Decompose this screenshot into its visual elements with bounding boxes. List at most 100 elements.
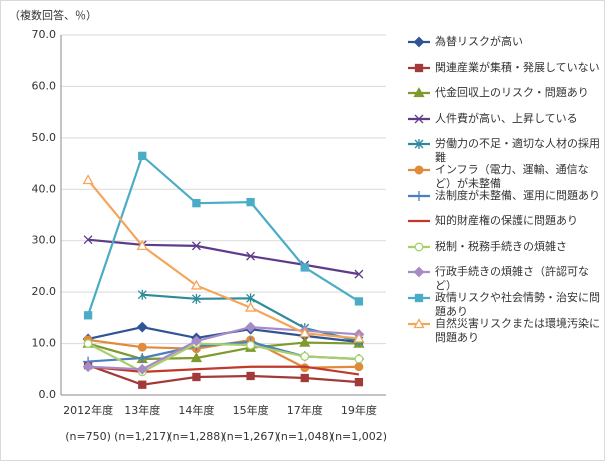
legend-item: 代金回収上のリスク・問題あり: [407, 86, 602, 112]
legend-label: 行政手続きの煩雑さ（許認可など）: [435, 265, 589, 293]
legend-label: 人件費が高い、上昇している: [435, 111, 578, 125]
legend-icon: [408, 36, 430, 48]
marker: [82, 174, 94, 185]
series-line: [87, 341, 359, 361]
x-tick-label: 19年度: [341, 403, 377, 417]
marker: [246, 293, 256, 304]
plot: （複数回答、％） 0.0 10.0 20.0 30.0 40.0 50.0 60.0 70.0…: [9, 8, 387, 443]
y-tick-label: 10.0: [32, 337, 57, 350]
marker: [414, 165, 424, 175]
legend-label: 関連産業が集積・発展していない: [435, 60, 600, 74]
y-axis-label: （複数回答、％）: [9, 8, 97, 22]
series-line: [87, 238, 360, 276]
legend-icon: [408, 63, 430, 72]
legend-icon: [408, 139, 430, 150]
legend-label: 知的財産権の保護に問題あり: [435, 214, 578, 228]
marker: [354, 354, 364, 364]
x-tick-note: (n=750): [65, 430, 111, 443]
legend-icon: [408, 114, 430, 124]
marker: [299, 327, 311, 338]
marker: [414, 114, 424, 124]
series-line: [87, 342, 359, 374]
marker: [414, 63, 424, 72]
legend-icon: [408, 242, 430, 252]
legend-label: 為替リスクが高い: [435, 35, 523, 48]
marker: [299, 336, 311, 347]
x-tick-note: (n=1,267): [222, 430, 278, 443]
legend-icon: [408, 220, 430, 223]
marker: [137, 289, 147, 300]
legend-item: 労働力の不足・適切な人材の採用難: [407, 137, 602, 165]
marker: [190, 279, 203, 290]
marker: [244, 301, 257, 312]
legend-item: 人件費が高い、上昇している: [407, 112, 602, 138]
series-line: [87, 364, 360, 386]
legend-item: 行政手続きの煩雑さ（許認可など）: [407, 265, 602, 293]
marker: [414, 242, 424, 252]
marker: [138, 151, 147, 161]
marker: [413, 266, 425, 278]
marker: [353, 332, 365, 343]
marker: [138, 380, 147, 389]
marker: [192, 199, 201, 208]
legend-item: 法制度が未整備、運用に問題あり: [407, 189, 602, 215]
legend-item: 為替リスクが高い: [407, 35, 602, 61]
marker: [300, 351, 310, 361]
series-line: [88, 326, 359, 371]
marker: [354, 362, 364, 372]
legend-icon: [408, 87, 430, 98]
marker: [414, 190, 424, 201]
marker: [137, 352, 148, 363]
marker: [245, 321, 257, 333]
marker: [414, 293, 424, 303]
legend: 為替リスクが高い関連産業が集積・発展していない 代金回収上のリスク・問題あり 人件費…: [407, 35, 602, 344]
marker: [190, 335, 202, 347]
x-tick-note: (n=1,217): [114, 430, 170, 443]
marker: [192, 372, 201, 382]
marker: [136, 363, 148, 375]
legend-label: 労働力の不足・適切な人材の採用難: [435, 137, 600, 165]
marker: [191, 293, 201, 304]
marker: [354, 269, 364, 279]
y-tick-label: 70.0: [32, 28, 57, 41]
marker: [413, 36, 425, 48]
x-tick-note: (n=1,002): [331, 430, 387, 443]
marker: [354, 297, 364, 306]
marker: [190, 352, 203, 363]
legend-item: 政情リスクや社会情勢・治安に問題あり: [407, 290, 602, 318]
legend-item: 自然災害リスクまたは環境汚染に問題あり: [407, 317, 602, 344]
legend-item: 税制・税務手続きの煩雑さ: [407, 240, 602, 266]
y-tick-label: 60.0: [32, 79, 57, 92]
x-tick-note: (n=1,288): [168, 430, 224, 443]
marker: [246, 197, 255, 207]
legend-icon: [408, 317, 430, 328]
marker: [300, 263, 309, 272]
legend-icon: [408, 293, 430, 303]
marker: [414, 139, 424, 150]
marker: [83, 235, 93, 245]
x-tick-note: (n=1,048): [277, 430, 333, 443]
y-tick-label: 40.0: [32, 182, 57, 195]
legend-icon: [408, 190, 430, 201]
marker: [82, 361, 94, 373]
marker: [136, 240, 148, 251]
y-tick-label: 0.0: [39, 388, 57, 401]
marker: [246, 371, 255, 381]
legend-label: 税制・税務手続きの煩雑さ: [435, 239, 567, 253]
marker: [191, 241, 201, 251]
series-line: [87, 179, 360, 340]
legend-item: 関連産業が集積・発展していない: [407, 61, 602, 87]
series-line: [87, 153, 360, 316]
marker: [83, 339, 93, 349]
legend-item: 知的財産権の保護に問題あり: [407, 214, 602, 240]
y-tick-label: 20.0: [32, 285, 57, 298]
x-tick-label: 14年度: [178, 403, 214, 417]
x-tick-label: 2012年度: [63, 403, 113, 417]
x-tick-label: 13年度: [124, 403, 160, 417]
legend-label: インフラ（電力、運輸、通信など）が未整備: [435, 162, 589, 190]
marker: [246, 340, 256, 350]
marker: [300, 373, 309, 383]
legend-icon: [408, 165, 430, 175]
legend-label: 政情リスクや社会情勢・治安に問題あり: [435, 290, 600, 318]
legend-label: 代金回収上のリスク・問題あり: [435, 86, 589, 100]
